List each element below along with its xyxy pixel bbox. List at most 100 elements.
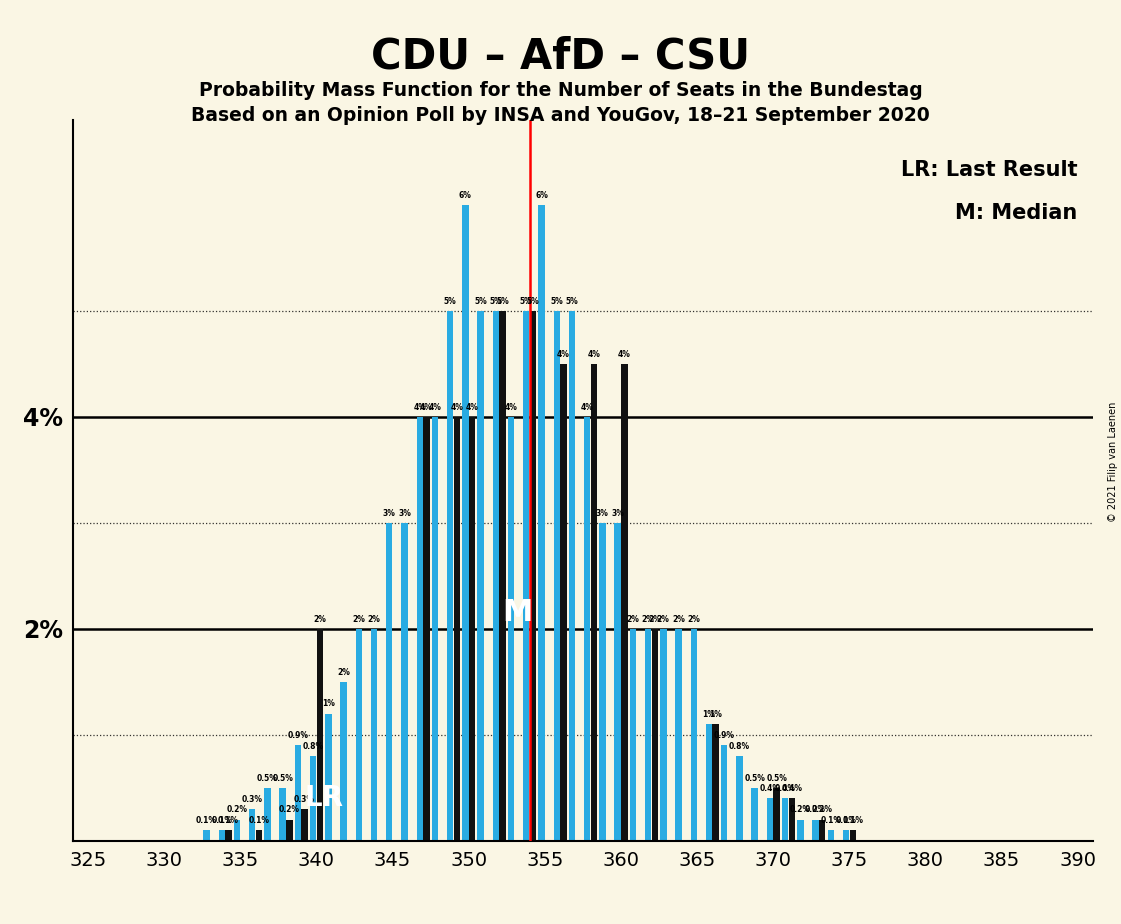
Bar [447,310,453,841]
Bar [691,629,697,841]
Bar [788,798,795,841]
Text: 2%: 2% [368,614,380,624]
Bar [279,788,286,841]
Bar [584,417,591,841]
Text: 0.3%: 0.3% [294,795,315,804]
Text: 0.5%: 0.5% [744,773,766,783]
Bar [560,364,566,841]
Text: 4%: 4% [465,403,479,411]
Text: 0.1%: 0.1% [211,816,232,825]
Bar [234,820,240,841]
Text: 2%: 2% [673,614,685,624]
Bar [225,831,232,841]
Text: 3%: 3% [398,508,411,517]
Text: 5%: 5% [550,297,563,306]
Text: 0.9%: 0.9% [714,731,734,740]
Text: 2%: 2% [648,614,661,624]
Bar [530,310,536,841]
Bar [660,629,667,841]
Bar [302,809,308,841]
Text: 0.8%: 0.8% [303,742,324,750]
Bar [819,820,825,841]
Bar [797,820,804,841]
Bar [219,831,225,841]
Bar [309,756,316,841]
Text: 0.4%: 0.4% [759,784,780,793]
Bar [645,629,651,841]
Text: 4%: 4% [504,403,518,411]
Bar [325,713,332,841]
Bar [462,205,469,841]
Bar [554,310,559,841]
Bar [630,629,636,841]
Text: 5%: 5% [490,297,502,306]
Text: 0.2%: 0.2% [790,806,810,814]
Bar [538,205,545,841]
Bar [417,417,423,841]
Text: 6%: 6% [535,190,548,200]
Bar [827,831,834,841]
Bar [203,831,210,841]
Text: 0.1%: 0.1% [196,816,217,825]
Text: 4%: 4% [428,403,442,411]
Bar [843,831,850,841]
Text: 2%: 2% [352,614,365,624]
Text: M: M [502,599,532,627]
Text: 2%: 2% [687,614,701,624]
Bar [454,417,460,841]
Text: 0.5%: 0.5% [766,773,787,783]
Text: 5%: 5% [474,297,487,306]
Bar [621,364,628,841]
Text: 5%: 5% [527,297,539,306]
Bar [568,310,575,841]
Bar [773,788,780,841]
Text: 4%: 4% [618,349,631,359]
Text: 0.2%: 0.2% [226,806,248,814]
Bar [424,417,429,841]
Bar [736,756,742,841]
Text: 0.1%: 0.1% [217,816,239,825]
Text: 2%: 2% [657,614,669,624]
Text: 0.1%: 0.1% [249,816,269,825]
Text: 1%: 1% [703,710,715,719]
Bar [751,788,758,841]
Text: 4%: 4% [557,349,569,359]
Bar [850,831,856,841]
Bar [651,629,658,841]
Text: 0.8%: 0.8% [729,742,750,750]
Bar [478,310,484,841]
Text: 4%: 4% [581,403,594,411]
Text: 5%: 5% [444,297,456,306]
Text: 2%: 2% [314,614,326,624]
Text: © 2021 Filip van Laenen: © 2021 Filip van Laenen [1109,402,1118,522]
Bar [499,310,506,841]
Bar [341,682,346,841]
Text: 0.4%: 0.4% [781,784,803,793]
Bar [600,523,605,841]
Bar [371,629,378,841]
Text: Probability Mass Function for the Number of Seats in the Bundestag: Probability Mass Function for the Number… [198,81,923,101]
Text: 0.2%: 0.2% [279,806,300,814]
Bar [591,364,597,841]
Bar [721,746,728,841]
Bar [614,523,621,841]
Text: 0.2%: 0.2% [812,806,833,814]
Bar [469,417,475,841]
Text: 2%: 2% [337,667,350,676]
Text: 1%: 1% [710,710,722,719]
Text: 6%: 6% [458,190,472,200]
Bar [706,724,712,841]
Bar [249,809,256,841]
Bar [782,798,788,841]
Bar [432,417,438,841]
Text: LR: LR [305,784,343,812]
Bar [316,629,323,841]
Text: CDU – AfD – CSU: CDU – AfD – CSU [371,35,750,77]
Text: 0.1%: 0.1% [835,816,856,825]
Text: 3%: 3% [596,508,609,517]
Bar [713,724,719,841]
Text: 0.5%: 0.5% [272,773,293,783]
Bar [295,746,302,841]
Bar [265,788,270,841]
Text: 5%: 5% [520,297,532,306]
